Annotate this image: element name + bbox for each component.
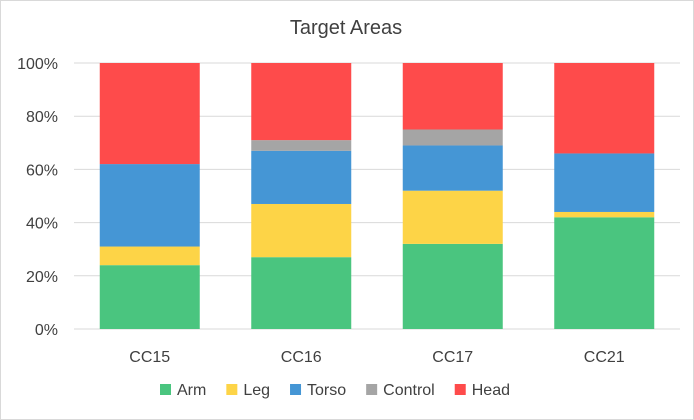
bar-segment-torso-cc15	[99, 164, 200, 247]
legend-label-arm: Arm	[177, 382, 206, 399]
y-tick-label: 0%	[35, 322, 58, 339]
bar-segment-head-cc17	[402, 63, 503, 130]
y-tick-label: 60%	[26, 162, 58, 179]
legend-swatch-control	[366, 384, 378, 395]
bar-segment-torso-cc21	[554, 153, 655, 212]
bar-segment-leg-cc21	[554, 211, 655, 218]
legend-label-control: Control	[383, 382, 435, 399]
bar-segment-arm-cc16	[251, 257, 352, 329]
bar-segment-head-cc15	[99, 63, 200, 165]
bar-segment-torso-cc16	[251, 150, 352, 204]
y-axis-ticks: 0% 20% 40% 60% 80% 100%	[17, 56, 58, 339]
bar-segment-head-cc16	[251, 63, 352, 141]
legend-label-torso: Torso	[307, 382, 346, 399]
bar-segment-arm-cc15	[99, 265, 200, 329]
legend-label-head: Head	[472, 382, 510, 399]
chart-title: Target Areas	[290, 17, 402, 39]
x-axis-categories: CC15 CC16 CC17 CC21	[129, 349, 625, 366]
bar-segment-leg-cc17	[402, 190, 503, 244]
bar-segment-leg-cc15	[99, 246, 200, 266]
legend-swatch-head	[454, 384, 466, 395]
x-category-label: CC15	[129, 349, 170, 366]
bar-segment-leg-cc16	[251, 203, 352, 258]
y-tick-label: 80%	[26, 109, 58, 126]
bar-segment-head-cc21	[554, 63, 655, 154]
x-category-label: CC17	[432, 349, 473, 366]
bar-segment-control-cc16	[251, 140, 352, 151]
bar-segment-torso-cc17	[402, 145, 503, 191]
legend: Arm Leg Torso Control Head	[160, 382, 510, 399]
y-tick-label: 40%	[26, 216, 58, 233]
legend-swatch-torso	[290, 384, 302, 395]
bar-segment-control-cc17	[402, 129, 503, 146]
x-category-label: CC16	[281, 349, 322, 366]
bar-segment-arm-cc17	[402, 243, 503, 329]
x-category-label: CC21	[584, 349, 625, 366]
legend-swatch-arm	[160, 384, 171, 395]
bar-segment-arm-cc21	[554, 217, 655, 329]
y-tick-label: 100%	[17, 56, 58, 73]
legend-label-leg: Leg	[243, 382, 270, 399]
y-tick-label: 20%	[26, 269, 58, 286]
bars	[99, 63, 655, 329]
legend-swatch-leg	[226, 384, 238, 395]
